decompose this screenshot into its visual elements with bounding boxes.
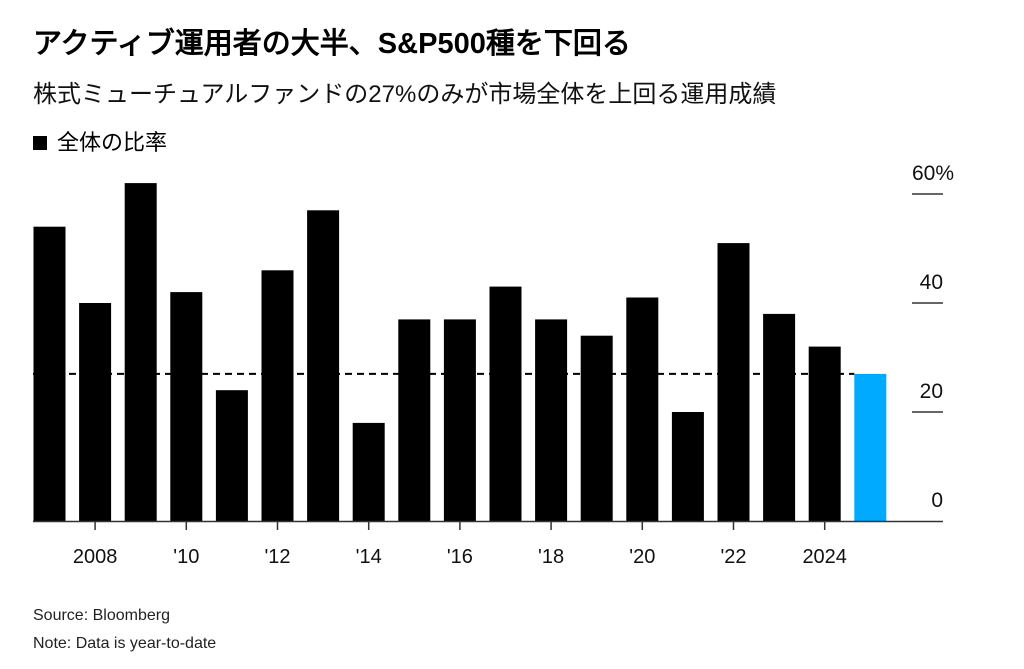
bars-group xyxy=(33,183,887,522)
bar-2025 xyxy=(854,373,887,521)
x-tick-label-2024: 2024 xyxy=(802,546,847,568)
chart-legend: 全体の比率 xyxy=(33,128,167,158)
bar-2008 xyxy=(79,303,112,521)
legend-label: 全体の比率 xyxy=(57,130,168,155)
legend-swatch-icon xyxy=(33,136,47,150)
bar-2023 xyxy=(763,313,796,521)
x-tick-label-2012: '12 xyxy=(264,546,290,568)
y-tick-label-20: 20 xyxy=(920,380,943,403)
bar-2015 xyxy=(398,319,431,521)
bar-2012 xyxy=(261,270,294,521)
y-tick-label-40: 40 xyxy=(920,271,943,294)
bar-2010 xyxy=(170,292,203,521)
chart-subtitle: 株式ミューチュアルファンドの27%のみが市場全体を上回る運用成績 xyxy=(33,81,777,108)
x-tick-label-2014: '14 xyxy=(356,546,382,568)
bar-2018 xyxy=(535,319,568,521)
x-tick-label-2008: 2008 xyxy=(73,546,118,568)
bar-2016 xyxy=(443,319,476,521)
chart-title: アクティブ運用者の大半、S&P500種を下回る xyxy=(33,28,631,60)
x-tick-label-2010: '10 xyxy=(173,546,199,568)
y-tick-label-60: 60% xyxy=(912,162,954,185)
y-axis: 0 20 40 60% xyxy=(912,162,954,512)
x-axis: 2008 '10 '12 '14 '16 '18 '20 '22 2024 xyxy=(33,520,943,568)
x-tick-label-2020: '20 xyxy=(629,546,655,568)
bar-2022 xyxy=(717,243,750,521)
bar-2009 xyxy=(124,183,157,521)
bar-2014 xyxy=(352,422,385,521)
x-tick-label-2016: '16 xyxy=(447,546,473,568)
x-tick-label-2022: '22 xyxy=(720,546,746,568)
bar-2011 xyxy=(215,390,248,521)
bar-2020 xyxy=(626,297,659,521)
data-note: Note: Data is year-to-date xyxy=(33,635,217,652)
bar-2017 xyxy=(489,286,522,521)
source-note: Source: Bloomberg xyxy=(33,607,170,624)
y-tick-label-0: 0 xyxy=(931,489,943,512)
bar-2021 xyxy=(671,412,704,521)
bar-2019 xyxy=(580,335,613,521)
x-tick-label-2018: '18 xyxy=(538,546,564,568)
bar-2024 xyxy=(808,346,841,521)
bar-2013 xyxy=(307,210,340,522)
